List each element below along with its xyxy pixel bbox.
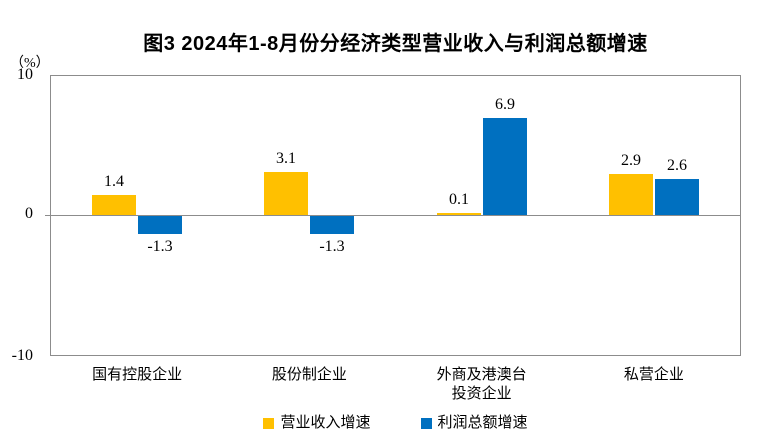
bar-value-label-operating-revenue-growth-0: 1.4 [104,173,124,190]
bar-value-label-total-profit-growth-1: -1.3 [319,238,345,255]
legend-item-revenue: 营业收入增速 [263,415,371,432]
bar-operating-revenue-growth-0 [92,195,136,215]
legend-item-profit: 利润总额增速 [420,415,528,432]
bar-operating-revenue-growth-3 [609,174,653,215]
bar-value-label-operating-revenue-growth-3: 2.9 [621,152,641,169]
bar-value-label-operating-revenue-growth-2: 0.1 [449,191,469,208]
category-label-2: 外商及港澳台 投资企业 [436,367,527,402]
category-label-1: 股份制企业 [271,367,347,383]
bar-total-profit-growth-1 [310,216,354,234]
zero-baseline [45,215,740,216]
category-label-0: 国有控股企业 [92,367,183,383]
bar-operating-revenue-growth-1 [264,172,308,215]
y-axis-tick-10: 10 [17,66,33,83]
bar-value-label-total-profit-growth-0: -1.3 [147,238,173,255]
legend-label-revenue: 营业收入增速 [280,415,371,431]
legend-label-profit: 利润总额增速 [437,415,528,431]
y-axis-tick-neg10: -10 [11,347,33,364]
bar-value-label-total-profit-growth-3: 2.6 [667,157,687,174]
bar-operating-revenue-growth-2 [437,213,481,215]
bar-value-label-total-profit-growth-2: 6.9 [495,96,515,113]
bar-total-profit-growth-0 [138,216,182,234]
plot-area: 1.4 -1.3 3.1 -1.3 0.1 6.9 2.9 2.6 [45,75,741,356]
bar-value-label-operating-revenue-growth-1: 3.1 [276,150,296,167]
category-label-3: 私营企业 [623,367,684,383]
y-axis-unit-label: （%） [10,56,50,71]
bar-total-profit-growth-2 [483,118,527,215]
profit-swatch-icon [420,418,432,429]
revenue-swatch-icon [263,418,275,429]
bar-total-profit-growth-3 [655,179,699,215]
chart-title: 图3 2024年1-8月份分经济类型营业收入与利润总额增速 [143,33,648,55]
y-axis-tick-0: 0 [25,205,33,222]
legend: 营业收入增速 利润总额增速 [50,415,741,432]
